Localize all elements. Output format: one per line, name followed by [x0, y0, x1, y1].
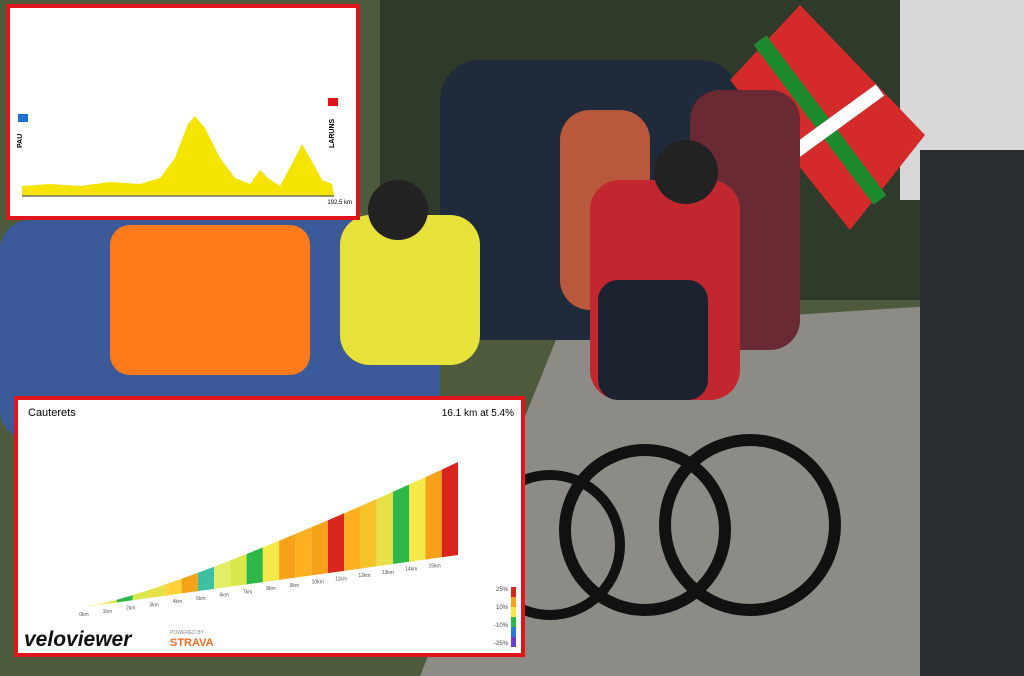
- km-label: 0km: [79, 612, 88, 618]
- profile-segment: [360, 499, 377, 569]
- km-label: 4km: [173, 599, 182, 605]
- climb-title: Cauterets: [28, 407, 76, 419]
- profile-segment: [116, 595, 133, 603]
- profile-segment: [84, 603, 101, 607]
- km-label: 12km: [358, 573, 370, 579]
- profile-segment: [392, 484, 410, 565]
- stage-profile-inset: PAU LARUNS 192.5 km: [6, 4, 360, 220]
- profile-segment: [344, 506, 361, 571]
- legend-label: -10%: [494, 623, 509, 629]
- powered-by: POWERED BY: [170, 630, 205, 636]
- legend-swatch: [511, 597, 516, 607]
- legend-label: 10%: [496, 605, 509, 611]
- km-label: 9km: [290, 583, 299, 589]
- legend-label: -25%: [494, 641, 509, 647]
- legend-swatch: [511, 607, 516, 617]
- km-label: 6km: [220, 593, 229, 599]
- legend-swatch: [511, 627, 516, 637]
- legend-label: 25%: [496, 587, 509, 593]
- km-label: 11km: [335, 576, 347, 582]
- km-label: 8km: [266, 586, 275, 592]
- profile-segment: [441, 461, 458, 558]
- profile-segment: [311, 520, 328, 576]
- brand-logo: veloviewer: [24, 628, 133, 651]
- climb-profile-inset: Cauterets 16.1 km at 5.4% veloviewer POW…: [14, 396, 525, 657]
- profile-segment: [100, 599, 117, 605]
- profile-segment: [327, 513, 345, 574]
- profile-segment: [165, 578, 182, 596]
- profile-segment: [230, 553, 247, 587]
- partner-logo: STRAVA: [170, 637, 214, 649]
- profile-segment: [295, 527, 312, 578]
- km-label: 14km: [405, 567, 417, 573]
- km-label: 3km: [149, 602, 158, 608]
- profile-segment: [246, 547, 263, 585]
- distance-label: 192.5 km: [327, 200, 352, 206]
- profile-segment: [132, 590, 150, 601]
- km-label: 7km: [243, 589, 252, 595]
- legend-swatch: [511, 617, 516, 627]
- start-label: PAU: [17, 134, 24, 148]
- profile-segment: [181, 572, 198, 594]
- finish-label: LARUNS: [329, 119, 336, 148]
- km-label: 13km: [382, 570, 394, 576]
- legend-swatch: [511, 587, 516, 597]
- profile-segment: [376, 491, 393, 567]
- profile-segment: [262, 540, 280, 583]
- stage-profile: PAU LARUNS 192.5 km: [17, 14, 352, 206]
- climb-summary: 16.1 km at 5.4%: [442, 408, 514, 419]
- km-label: 15km: [429, 563, 441, 569]
- km-label: 10km: [312, 580, 324, 586]
- climb-profile: Cauterets 16.1 km at 5.4% veloviewer POW…: [24, 407, 516, 651]
- km-label: 5km: [196, 596, 205, 602]
- km-label: 1km: [103, 609, 112, 615]
- profile-segment: [197, 566, 215, 592]
- profile-segment: [409, 477, 426, 562]
- profile-segment: [214, 560, 231, 589]
- profile-segment: [425, 469, 442, 560]
- legend-swatch: [511, 637, 516, 647]
- profile-segment: [279, 534, 296, 580]
- profile-segment: [149, 584, 166, 598]
- km-label: 2km: [126, 606, 135, 612]
